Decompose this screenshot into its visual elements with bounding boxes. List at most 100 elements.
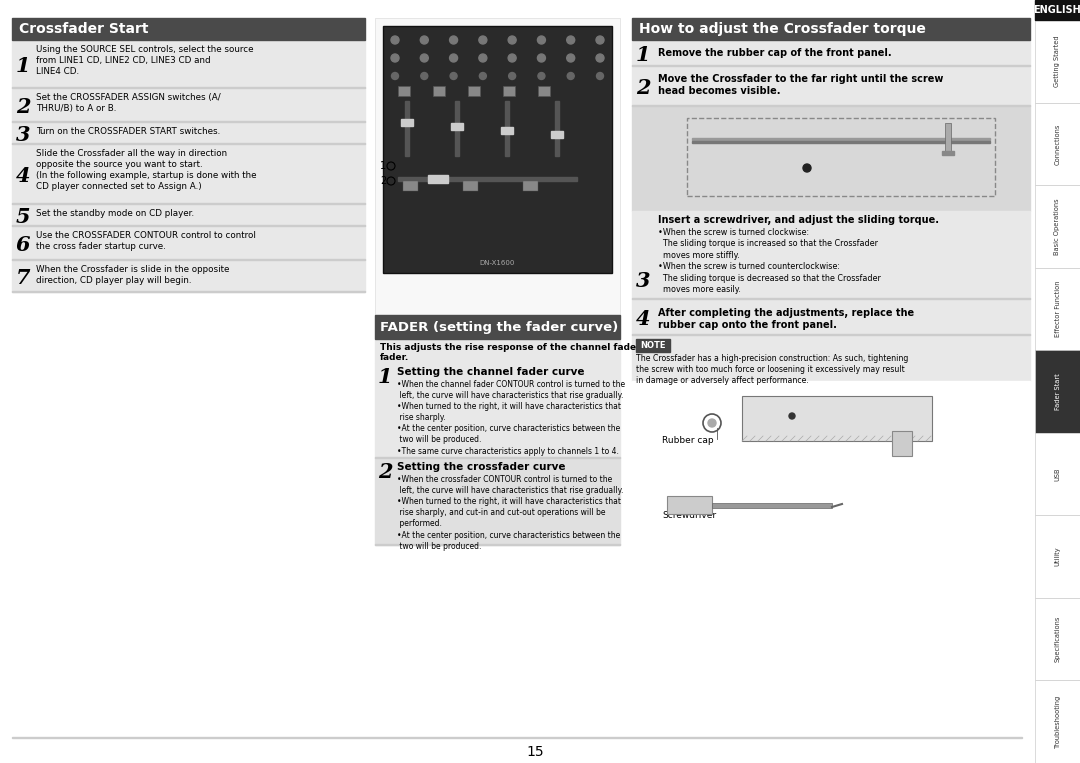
Bar xyxy=(632,335,1030,381)
Text: Rubber cap: Rubber cap xyxy=(662,436,714,445)
Bar xyxy=(463,181,478,191)
Text: Use the CROSSFADER CONTOUR control to control
the cross fader startup curve.: Use the CROSSFADER CONTOUR control to co… xyxy=(36,231,256,251)
Text: Move the Crossfader to the far right until the screw
head becomes visible.: Move the Crossfader to the far right unt… xyxy=(658,74,943,95)
Text: Using the SOURCE SEL controls, select the source
from LINE1 CD, LINE2 CD, LINE3 : Using the SOURCE SEL controls, select th… xyxy=(36,45,254,76)
Bar xyxy=(687,118,995,196)
Bar xyxy=(428,175,448,183)
Text: 4: 4 xyxy=(16,166,30,186)
Text: Effector Function: Effector Function xyxy=(1054,281,1061,337)
Text: When the Crossfader is slide in the opposite
direction, CD player play will begi: When the Crossfader is slide in the oppo… xyxy=(36,265,229,285)
Text: Turn on the CROSSFADER START switches.: Turn on the CROSSFADER START switches. xyxy=(36,127,220,136)
Bar xyxy=(667,496,712,514)
Text: 6: 6 xyxy=(16,235,30,255)
Circle shape xyxy=(391,54,399,62)
Circle shape xyxy=(596,72,604,79)
Bar xyxy=(692,141,990,143)
Text: This adjusts the rise response of the channel fader/cross
fader.: This adjusts the rise response of the ch… xyxy=(380,343,671,362)
Circle shape xyxy=(567,72,575,79)
Text: Utility: Utility xyxy=(1054,547,1061,566)
Text: How to adjust the Crossfader torque: How to adjust the Crossfader torque xyxy=(639,22,926,36)
Circle shape xyxy=(420,36,429,44)
Bar xyxy=(505,101,509,156)
Bar xyxy=(1035,433,1080,515)
Circle shape xyxy=(450,72,457,79)
Circle shape xyxy=(538,54,545,62)
Bar xyxy=(1035,20,1080,102)
Text: 1: 1 xyxy=(636,45,650,65)
Text: 5: 5 xyxy=(16,207,30,227)
Text: •When the crossfader CONTOUR control is turned to the
 left, the curve will have: •When the crossfader CONTOUR control is … xyxy=(397,475,623,551)
Bar xyxy=(12,88,365,122)
Bar xyxy=(12,144,365,204)
Circle shape xyxy=(596,54,604,62)
Circle shape xyxy=(391,36,399,44)
Text: USB: USB xyxy=(1054,467,1061,481)
Circle shape xyxy=(420,54,429,62)
Bar xyxy=(399,177,577,181)
Bar xyxy=(403,181,418,191)
Text: Getting Started: Getting Started xyxy=(1054,35,1061,87)
Text: 3: 3 xyxy=(16,125,30,145)
Text: 4: 4 xyxy=(636,309,650,329)
Text: 2: 2 xyxy=(636,78,650,98)
Bar xyxy=(632,18,1030,40)
Bar xyxy=(1035,185,1080,268)
Circle shape xyxy=(421,72,428,79)
Bar xyxy=(1035,102,1080,185)
Bar xyxy=(383,26,612,273)
Text: Basic Operations: Basic Operations xyxy=(1054,198,1061,255)
Bar xyxy=(636,339,670,352)
Text: 2: 2 xyxy=(378,462,392,482)
Bar xyxy=(1035,515,1080,598)
Text: FADER (setting the fader curve): FADER (setting the fader curve) xyxy=(380,320,618,333)
Text: Insert a screwdriver, and adjust the sliding torque.: Insert a screwdriver, and adjust the sli… xyxy=(658,215,939,225)
Circle shape xyxy=(480,72,486,79)
Text: After completing the adjustments, replace the
rubber cap onto the front panel.: After completing the adjustments, replac… xyxy=(658,308,914,330)
Text: Remove the rubber cap of the front panel.: Remove the rubber cap of the front panel… xyxy=(658,48,892,58)
Text: Slide the Crossfader all the way in direction
opposite the source you want to st: Slide the Crossfader all the way in dire… xyxy=(36,149,257,192)
Bar xyxy=(632,299,1030,335)
Bar xyxy=(375,18,620,315)
Bar xyxy=(1035,681,1080,763)
Text: ENGLISH: ENGLISH xyxy=(1034,5,1080,15)
Bar xyxy=(12,122,365,144)
Text: Crossfader Start: Crossfader Start xyxy=(19,22,149,36)
Bar xyxy=(632,211,1030,299)
Text: 15: 15 xyxy=(526,745,544,759)
Text: 1: 1 xyxy=(378,367,392,387)
Circle shape xyxy=(567,54,575,62)
Bar xyxy=(375,458,620,545)
Text: Troubleshooting: Troubleshooting xyxy=(1054,695,1061,749)
Bar xyxy=(12,260,365,292)
Text: Screwdriver: Screwdriver xyxy=(662,511,716,520)
Bar xyxy=(433,86,445,96)
Bar xyxy=(399,86,410,96)
Bar xyxy=(945,123,951,153)
Bar xyxy=(375,339,620,363)
Bar xyxy=(503,86,515,96)
Bar xyxy=(12,226,365,260)
Text: Setting the channel fader curve: Setting the channel fader curve xyxy=(397,367,584,377)
Text: DN-X1600: DN-X1600 xyxy=(480,260,515,266)
Text: Fader Start: Fader Start xyxy=(1054,373,1061,410)
Circle shape xyxy=(708,419,716,427)
Bar xyxy=(632,66,1030,106)
Bar xyxy=(632,381,1030,735)
Circle shape xyxy=(509,54,516,62)
Text: •When the screw is turned clockwise:
  The sliding torque is increased so that t: •When the screw is turned clockwise: The… xyxy=(658,228,881,295)
Bar xyxy=(942,151,954,155)
Bar xyxy=(551,131,563,138)
Text: 7: 7 xyxy=(16,268,30,288)
Circle shape xyxy=(509,72,515,79)
Bar xyxy=(632,40,1030,66)
Bar xyxy=(12,18,365,40)
Bar xyxy=(692,138,990,140)
Bar xyxy=(538,86,550,96)
Circle shape xyxy=(538,36,545,44)
Text: 1: 1 xyxy=(16,56,30,76)
Circle shape xyxy=(478,36,487,44)
Text: NOTE: NOTE xyxy=(640,341,665,350)
Text: 3: 3 xyxy=(636,271,650,291)
Bar xyxy=(712,503,832,508)
Bar xyxy=(892,431,912,456)
